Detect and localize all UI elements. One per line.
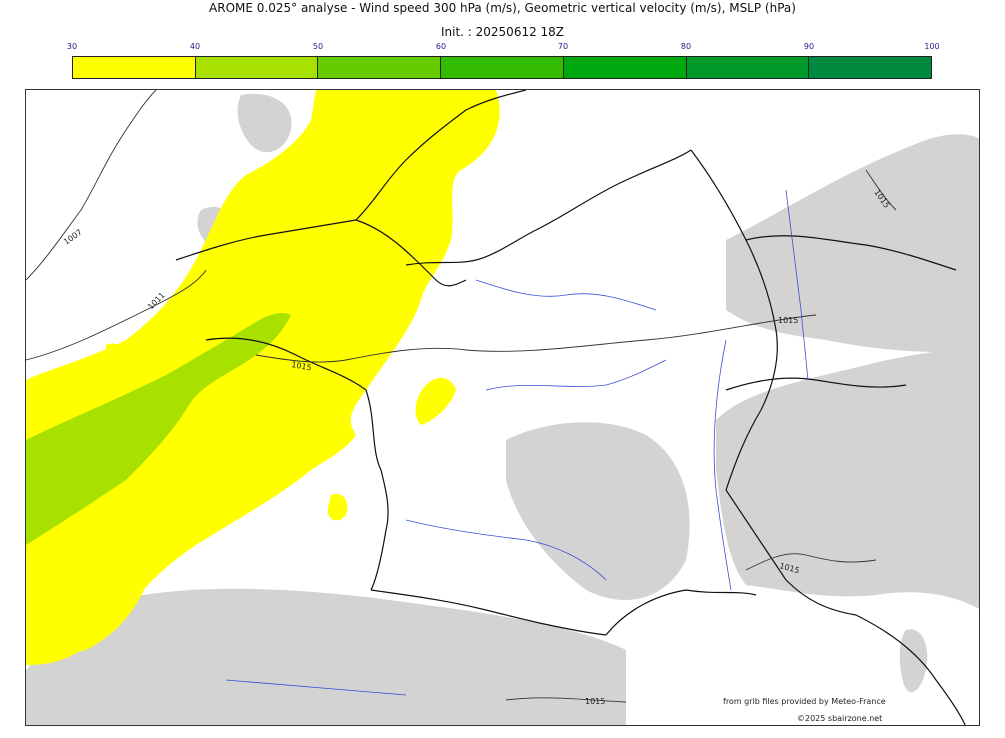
isobar-label-1015: 1015 (778, 316, 798, 325)
rivers (225, 189, 809, 696)
colorbar-segment-30-40 (73, 57, 196, 78)
coastline-bay-of-biscay (365, 389, 389, 591)
wind-30-40-band (26, 90, 500, 665)
colorbar-tick: 60 (435, 42, 447, 51)
colorbar-tick: 80 (680, 42, 692, 51)
wind-30-40-southwest (26, 585, 146, 665)
river-loire (485, 359, 667, 391)
chart-title: AROME 0.025° analyse - Wind speed 300 hP… (209, 1, 796, 15)
isobar-1015-south (505, 697, 627, 703)
isobar-label-1015: 1015 (291, 360, 313, 372)
copyright-credit: ©2025 sbairzone.net (797, 714, 883, 723)
river-garonne (405, 519, 607, 581)
isobar-1015-north (865, 169, 897, 211)
wind-30-40-patch (327, 493, 348, 521)
colorbar-segment-40-50 (195, 57, 319, 78)
colorbar-tick: 70 (557, 42, 569, 51)
coastline-brittany (205, 337, 367, 391)
river-rhine (785, 189, 809, 381)
colorbar-segment-90-100 (809, 57, 932, 78)
isobar-label-1015: 1015 (585, 697, 605, 706)
colorbar-tick: 50 (312, 42, 324, 51)
border-france-east (690, 149, 778, 491)
init-time: Init. : 20250612 18Z (440, 25, 565, 39)
terrain-britain (237, 93, 292, 153)
colorbar-segment-60-70 (441, 57, 564, 78)
border-germany (745, 235, 957, 271)
terrain-alps (716, 345, 979, 609)
borders (175, 90, 966, 725)
coastline-italy (855, 614, 966, 725)
coastline-channel (355, 219, 467, 287)
colorbar-tick: 100 (924, 42, 940, 51)
river-ebro (225, 679, 407, 696)
colorbar-tick: 40 (189, 42, 201, 51)
weather-map: 1007 1011 1015 1015 1015 1015 1015 (25, 89, 980, 726)
isobar-1015-france (255, 314, 817, 363)
map-canvas: 1007 1011 1015 1015 1015 1015 1015 (26, 90, 979, 725)
coastline-england-south (175, 219, 357, 261)
colorbar-tick: 90 (803, 42, 815, 51)
coastline-mediterranean (605, 589, 757, 636)
colorbar-segment-80-90 (686, 57, 810, 78)
river-seine (475, 279, 657, 311)
colorbar-segment-70-80 (563, 57, 687, 78)
source-credit: from grib files provided by Meteo-France (723, 697, 886, 706)
border-spain (370, 589, 607, 636)
terrain-massif-central (506, 422, 690, 600)
colorbar (72, 56, 932, 79)
terrain-corsica (899, 629, 928, 693)
coastline-france-north (405, 149, 692, 266)
isobars (26, 90, 897, 703)
isobar-1007 (26, 90, 157, 281)
wind-30-40-patch (105, 343, 123, 360)
isobar-1015-alps (745, 553, 877, 571)
river-rhone (713, 339, 732, 591)
wind-40-50-band (26, 313, 291, 545)
border-italy (725, 489, 857, 616)
isobar-1011 (26, 269, 207, 361)
isobar-label-1007: 1007 (62, 228, 84, 247)
border-switzerland (725, 377, 907, 391)
coastline-england-east (355, 90, 527, 221)
terrain-pyrenees (26, 588, 626, 725)
colorbar-tick: 30 (66, 42, 78, 51)
colorbar-segment-50-60 (318, 57, 442, 78)
wind-30-40-patch (415, 378, 456, 425)
